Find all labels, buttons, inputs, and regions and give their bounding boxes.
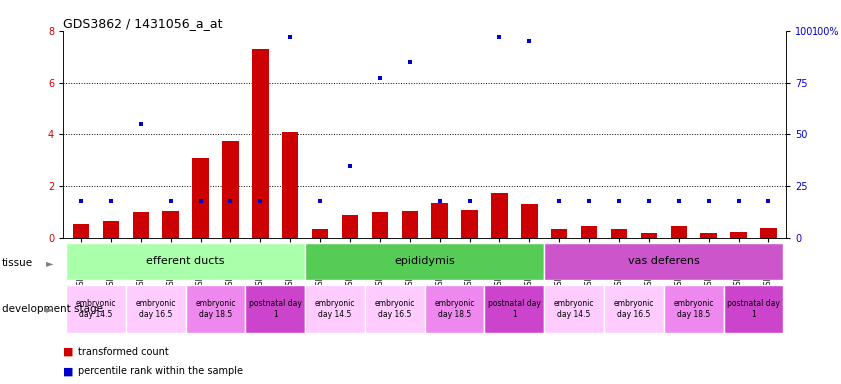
Text: embryonic
day 14.5: embryonic day 14.5 [315,300,355,319]
Point [193,198,207,204]
Bar [305,285,365,333]
Point [314,198,327,204]
Bar [462,210,478,238]
Text: embryonic
day 18.5: embryonic day 18.5 [674,300,714,319]
Bar [723,285,783,333]
Bar [544,243,783,280]
Bar [641,233,657,238]
Text: percentile rank within the sample: percentile rank within the sample [78,366,243,376]
Point [463,198,476,204]
Text: ■: ■ [63,366,73,376]
Point [134,121,147,127]
Point [254,198,267,204]
Bar [73,224,89,238]
Point [643,198,656,204]
Point [582,198,595,204]
Text: postnatal day
1: postnatal day 1 [488,300,541,319]
Text: epididymis: epididymis [394,256,455,266]
Point [762,198,775,204]
Bar [282,132,299,238]
Text: embryonic
day 16.5: embryonic day 16.5 [614,300,654,319]
Point [612,198,626,204]
Text: efferent ducts: efferent ducts [146,256,225,266]
Point [343,162,357,169]
Text: ►: ► [46,258,54,268]
Text: embryonic
day 14.5: embryonic day 14.5 [76,300,116,319]
Y-axis label: 100%: 100% [812,26,840,36]
Point [433,198,447,204]
Bar [611,229,627,238]
Bar [484,285,544,333]
Bar [670,227,687,238]
Text: tissue: tissue [2,258,33,268]
Point [283,34,297,40]
Bar [372,212,388,238]
Bar [186,285,246,333]
Text: embryonic
day 16.5: embryonic day 16.5 [374,300,415,319]
Bar [66,243,305,280]
Point [74,198,87,204]
Point [672,198,685,204]
Bar [730,232,747,238]
Bar [521,204,537,238]
Bar [252,49,268,238]
Point [164,198,177,204]
Text: ►: ► [46,304,54,314]
Bar [701,233,717,238]
Point [104,198,118,204]
Bar [162,211,179,238]
Point [224,198,237,204]
Bar [305,243,544,280]
Bar [604,285,664,333]
Text: embryonic
day 18.5: embryonic day 18.5 [434,300,475,319]
Text: ■: ■ [63,347,73,357]
Bar [425,285,484,333]
Text: embryonic
day 14.5: embryonic day 14.5 [554,300,595,319]
Bar [760,228,776,238]
Bar [193,158,209,238]
Bar [103,221,119,238]
Bar [401,211,418,238]
Point [373,75,387,81]
Bar [491,193,508,238]
Bar [66,285,126,333]
Bar [544,285,604,333]
Bar [581,227,597,238]
Point [403,59,416,65]
Text: postnatal day
1: postnatal day 1 [727,300,780,319]
Text: postnatal day
1: postnatal day 1 [249,300,302,319]
Text: transformed count: transformed count [78,347,169,357]
Point [702,198,716,204]
Point [732,198,745,204]
Bar [133,212,149,238]
Bar [551,229,568,238]
Text: embryonic
day 18.5: embryonic day 18.5 [195,300,235,319]
Text: development stage: development stage [2,304,103,314]
Point [522,38,536,44]
Bar [126,285,186,333]
Bar [664,285,723,333]
Bar [246,285,305,333]
Bar [222,141,239,238]
Text: vas deferens: vas deferens [628,256,700,266]
Bar [431,203,448,238]
Point [493,34,506,40]
Point [553,198,566,204]
Bar [365,285,425,333]
Bar [341,215,358,238]
Text: embryonic
day 16.5: embryonic day 16.5 [135,300,176,319]
Bar [312,229,328,238]
Text: GDS3862 / 1431056_a_at: GDS3862 / 1431056_a_at [63,17,223,30]
